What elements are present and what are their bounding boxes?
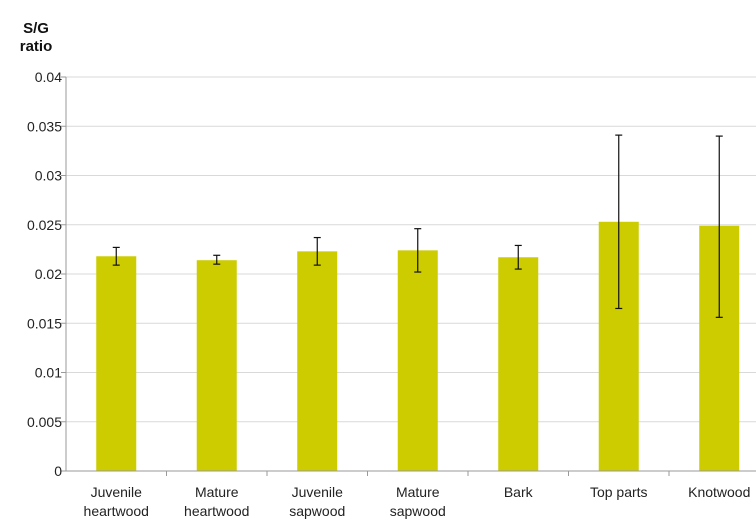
y-axis-title: S/G ratio	[20, 20, 53, 55]
error-bar	[313, 236, 321, 266]
y-tick-label: 0.015	[27, 315, 62, 331]
error-bar	[112, 246, 120, 266]
y-axis-ticks: 0 0.005 0.01 0.015 0.02 0.025 0.03 0.035 0.04	[27, 69, 62, 479]
axes	[65, 77, 756, 472]
y-tick-label: 0.025	[27, 217, 62, 233]
bar	[498, 257, 539, 471]
bar	[397, 250, 438, 471]
x-category-label: Knotwood	[688, 484, 750, 500]
y-tick-label: 0.04	[35, 69, 62, 85]
y-tick-label: 0.01	[35, 365, 62, 381]
x-category-label: heartwood	[84, 503, 149, 519]
bars	[96, 221, 740, 471]
y-tick-label: 0.005	[27, 414, 62, 430]
bar	[96, 256, 137, 471]
x-category-label: Top parts	[590, 484, 648, 500]
error-bars	[112, 134, 723, 476]
y-axis-title-line-2: ratio	[20, 38, 53, 55]
y-axis-title-line-1: S/G	[23, 20, 49, 37]
error-bar	[213, 254, 221, 265]
x-category-label: sapwood	[289, 503, 345, 519]
error-bar	[715, 135, 723, 318]
x-category-label: Mature	[195, 484, 239, 500]
y-tick-label: 0.02	[35, 266, 62, 282]
y-tick-label: 0.035	[27, 118, 62, 134]
x-category-label: Mature	[396, 484, 440, 500]
x-category-label: heartwood	[184, 503, 249, 519]
x-category-label: Juvenile	[292, 484, 344, 500]
x-axis-category-labels: Juvenile heartwood Mature heartwood Juvenile…	[84, 484, 751, 519]
error-bar	[615, 134, 623, 310]
bar	[297, 251, 338, 471]
error-bar	[514, 244, 522, 270]
y-tick-label: 0.03	[35, 168, 62, 184]
x-category-label: sapwood	[390, 503, 446, 519]
x-category-label: Juvenile	[91, 484, 143, 500]
error-bar	[414, 228, 422, 273]
x-category-label: Bark	[504, 484, 534, 500]
bar	[196, 260, 237, 471]
y-tick-label: 0	[54, 463, 62, 479]
